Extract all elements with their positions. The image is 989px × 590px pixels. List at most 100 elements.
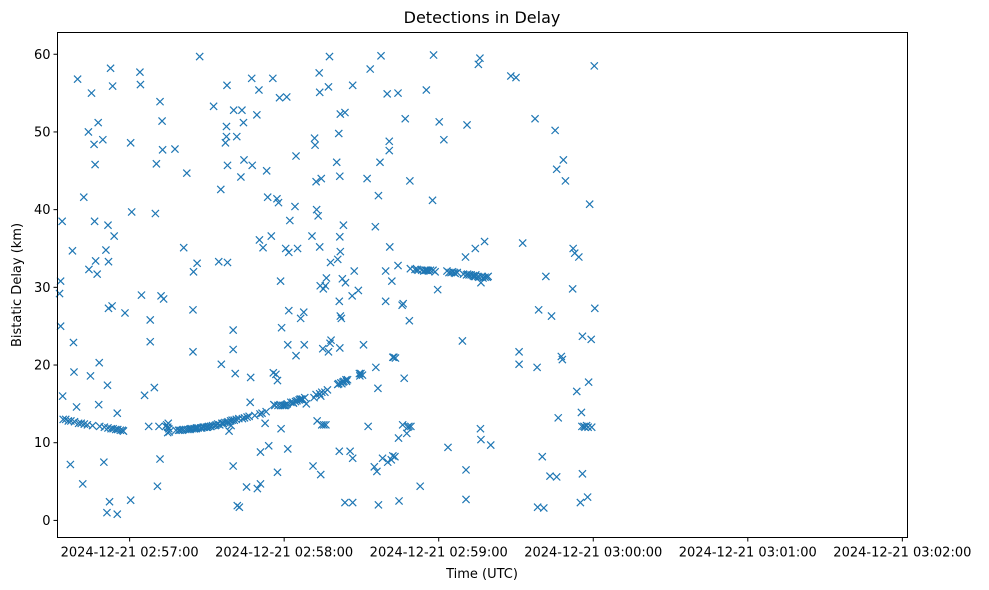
data-point [95, 358, 104, 367]
data-point [584, 423, 593, 432]
data-point [321, 281, 330, 290]
data-point [259, 243, 268, 252]
data-point [222, 122, 231, 131]
data-point [88, 421, 97, 430]
data-point [277, 424, 286, 433]
x-axis-label: Time (UTC) [445, 567, 518, 582]
data-point [276, 277, 285, 286]
data-points [55, 51, 599, 519]
data-point [410, 265, 420, 274]
data-point [152, 159, 161, 168]
x-tick-label: 2024-12-21 02:59:00 [370, 546, 508, 561]
data-point [324, 347, 333, 356]
data-point [229, 345, 238, 354]
data-point [326, 258, 335, 267]
data-point [256, 448, 265, 457]
data-point [59, 415, 68, 424]
data-point [552, 472, 561, 481]
data-point [577, 408, 586, 417]
data-point [374, 500, 383, 509]
data-point [366, 64, 375, 74]
data-point [105, 497, 114, 506]
data-point [399, 299, 408, 308]
data-point [271, 370, 280, 379]
data-point [321, 420, 330, 429]
data-point [371, 222, 380, 231]
data-point [225, 427, 234, 436]
data-point [476, 424, 485, 433]
data-point [235, 503, 244, 512]
data-point [587, 423, 596, 432]
data-point [590, 61, 599, 70]
data-point [87, 89, 96, 98]
data-point [405, 176, 414, 185]
y-tick-label: 0 [42, 514, 50, 529]
data-point [400, 374, 409, 383]
data-point [247, 74, 256, 83]
data-point [98, 135, 107, 144]
data-point [333, 255, 342, 264]
data-point [154, 422, 164, 431]
data-point [416, 482, 425, 491]
data-point [355, 371, 364, 380]
data-point [317, 174, 326, 183]
data-point [273, 376, 282, 385]
data-point [91, 256, 100, 265]
data-point [165, 427, 174, 436]
data-point [246, 398, 255, 407]
data-point [433, 285, 442, 294]
data-point [104, 304, 113, 313]
data-point [398, 420, 407, 429]
data-point [307, 232, 317, 241]
data-point [153, 482, 162, 491]
data-point [481, 273, 490, 282]
data-point [216, 185, 225, 194]
data-point [547, 312, 556, 321]
data-point [69, 367, 79, 377]
data-point [66, 460, 75, 469]
data-point [158, 117, 167, 126]
data-point [230, 416, 239, 425]
data-point [263, 193, 272, 202]
data-point [334, 379, 343, 388]
data-point [214, 257, 223, 266]
data-point [300, 340, 309, 349]
data-point [428, 196, 437, 205]
data-point [339, 221, 348, 230]
data-point [106, 64, 115, 73]
data-point [354, 286, 363, 295]
data-point [158, 145, 167, 154]
data-point [119, 427, 128, 436]
data-point [374, 191, 383, 200]
x-tick-label: 2024-12-21 02:58:00 [215, 546, 353, 561]
data-point [110, 232, 119, 241]
data-point [140, 391, 149, 400]
y-tick-label: 10 [34, 436, 51, 451]
data-point [255, 409, 264, 418]
data-point [170, 145, 179, 154]
data-point [518, 239, 527, 248]
data-point [56, 322, 65, 331]
data-point [69, 338, 78, 347]
data-point [277, 323, 286, 332]
data-point [568, 284, 577, 293]
data-point [390, 452, 399, 461]
data-point [426, 266, 435, 275]
data-point [236, 172, 245, 182]
data-point [232, 132, 241, 141]
data-point [220, 418, 229, 427]
data-point [590, 304, 599, 313]
data-point [559, 155, 568, 164]
data-point [463, 120, 472, 129]
data-point [327, 336, 336, 345]
data-point [80, 420, 89, 429]
data-point [242, 482, 251, 492]
data-point [94, 118, 103, 127]
data-point [381, 266, 390, 276]
plot-frame [57, 32, 908, 538]
data-point [116, 426, 125, 435]
data-point [182, 169, 191, 178]
data-point [104, 257, 113, 266]
data-point [159, 294, 168, 304]
data-point [302, 399, 311, 408]
